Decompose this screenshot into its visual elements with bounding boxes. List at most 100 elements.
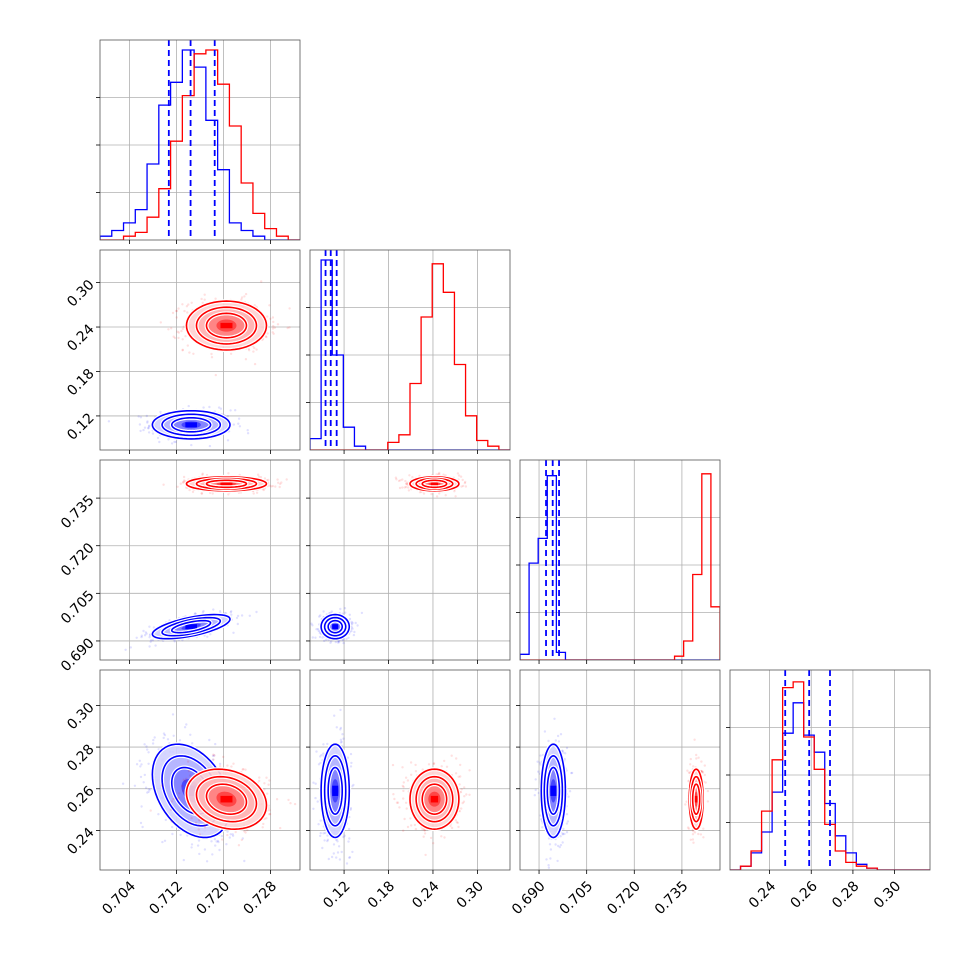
sample-point	[347, 840, 350, 843]
sample-point	[456, 472, 460, 475]
panel-frame	[309, 459, 511, 661]
sample-point	[226, 439, 230, 442]
sample-point	[268, 304, 271, 307]
histogram-B-3	[730, 681, 930, 870]
sample-point	[266, 332, 269, 335]
contour-line-B	[415, 477, 454, 490]
sample-point	[337, 641, 341, 644]
sample-point	[164, 818, 167, 822]
panel-frame	[309, 249, 511, 451]
scatter-panel-2-1	[306, 459, 511, 664]
sample-point	[460, 788, 463, 791]
sample-point	[186, 344, 189, 347]
sample-point	[276, 323, 280, 326]
sample-point	[311, 636, 314, 639]
sample-point	[314, 782, 317, 785]
sample-point	[258, 776, 261, 779]
sample-point	[323, 839, 326, 842]
sample-point	[354, 621, 357, 625]
sample-point	[322, 752, 325, 755]
density-peak-B	[220, 795, 233, 803]
contour-line-B	[205, 312, 248, 339]
contour-line-B	[205, 783, 248, 815]
sample-point	[240, 838, 243, 842]
histogram-panel-2	[516, 459, 721, 664]
sample-point	[319, 755, 322, 758]
sample-point	[326, 839, 329, 843]
sample-point	[149, 640, 152, 643]
sample-point	[464, 480, 467, 484]
sample-point	[350, 761, 353, 765]
sample-point	[326, 838, 330, 841]
sample-point	[247, 347, 250, 351]
sample-point	[320, 753, 323, 757]
sample-point	[188, 351, 191, 354]
sample-point	[344, 611, 347, 614]
sample-point	[197, 824, 201, 827]
sample-point	[423, 832, 427, 835]
sample-point	[214, 844, 217, 847]
sample-point	[161, 840, 164, 844]
contour-line-A	[170, 416, 212, 433]
sample-point	[345, 862, 349, 865]
sample-point	[418, 491, 422, 494]
sample-point	[147, 425, 151, 428]
contour-line-A	[170, 619, 212, 634]
sample-point	[430, 492, 433, 496]
sample-point	[460, 485, 463, 488]
sample-point	[139, 416, 143, 419]
sample-point	[147, 427, 150, 430]
sample-point	[181, 303, 184, 306]
sample-point	[206, 635, 209, 638]
sample-point	[187, 769, 191, 773]
sample-point	[322, 743, 325, 746]
sample-point	[174, 309, 178, 313]
contour-line-A	[323, 755, 347, 827]
sample-point	[342, 737, 345, 740]
sample-point	[461, 478, 464, 482]
sample-point	[316, 800, 319, 803]
sample-point	[184, 335, 187, 338]
sample-point	[192, 352, 195, 355]
density-peak-A	[332, 624, 339, 630]
sample-point	[175, 309, 179, 313]
sample-point	[177, 336, 180, 340]
sample-point	[232, 762, 235, 765]
sample-point	[176, 485, 179, 488]
sample-point	[342, 641, 345, 645]
sample-point	[190, 816, 193, 820]
sample-point	[262, 822, 265, 826]
sample-point	[140, 634, 143, 637]
sample-point	[138, 423, 142, 426]
contour-line-A	[327, 619, 344, 634]
sample-point	[269, 317, 272, 320]
sample-point	[140, 635, 143, 639]
sample-point	[321, 636, 324, 639]
sample-point	[241, 837, 244, 840]
sample-point	[173, 440, 176, 444]
sample-point	[145, 745, 148, 748]
sample-point	[438, 472, 441, 476]
sample-point	[201, 472, 204, 475]
sample-point	[139, 765, 142, 768]
sample-point	[316, 627, 320, 631]
sample-point	[221, 838, 224, 841]
density-peak-A	[185, 422, 197, 428]
sample-point	[187, 404, 190, 408]
panel-frame	[99, 39, 301, 241]
sample-point	[341, 639, 345, 642]
sample-point	[360, 611, 364, 615]
sample-point	[326, 834, 329, 837]
sample-point	[150, 639, 153, 642]
sample-point	[124, 648, 127, 651]
sample-point	[342, 835, 345, 839]
sample-point	[181, 338, 184, 341]
sample-point	[181, 784, 184, 788]
sample-point	[266, 792, 269, 795]
sample-point	[191, 490, 195, 494]
histogram-B-1	[310, 263, 510, 450]
sample-point	[153, 736, 156, 739]
sample-point	[268, 813, 271, 816]
sample-point	[349, 752, 353, 756]
sample-point	[338, 858, 342, 861]
